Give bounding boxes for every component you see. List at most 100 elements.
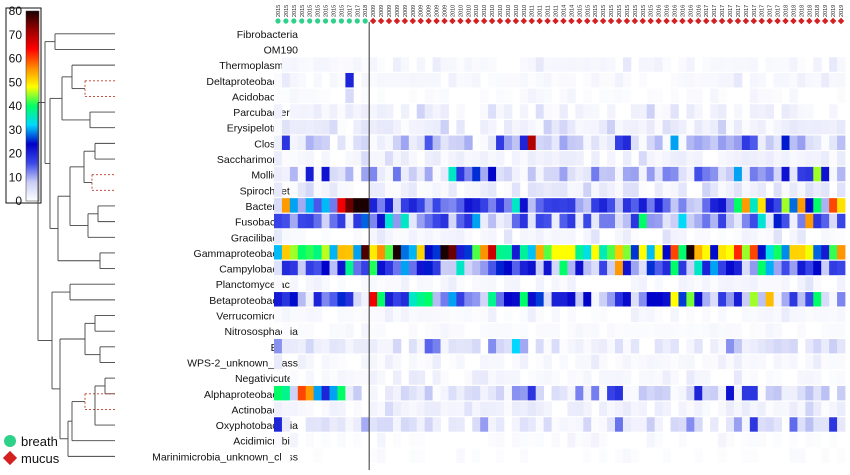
heatmap-cell <box>535 72 545 88</box>
sample-year-label: 2019 <box>839 5 845 17</box>
heatmap-cell <box>289 182 299 197</box>
heatmap-cell <box>385 119 394 135</box>
heatmap-cell <box>464 401 473 417</box>
heatmap-cell <box>305 401 315 417</box>
heatmap-cell <box>686 370 695 385</box>
heatmap-cell <box>575 339 584 354</box>
heatmap-cell <box>797 417 806 432</box>
heatmap-cell <box>432 213 441 229</box>
heatmap-cell <box>694 88 703 104</box>
heatmap-cell <box>765 135 775 150</box>
heatmap-cell <box>821 448 830 463</box>
heatmap-cell <box>329 323 338 338</box>
heatmap-cell <box>274 401 283 417</box>
heatmap-cell <box>503 339 513 354</box>
sample-year-label: 2015 <box>331 5 337 17</box>
heatmap-cell <box>702 292 711 307</box>
heatmap-cell <box>337 401 346 417</box>
heatmap-cell <box>369 417 378 432</box>
heatmap-cell <box>305 323 315 338</box>
heatmap-cell <box>702 166 711 182</box>
heatmap-cell <box>575 354 584 370</box>
heatmap-cell <box>733 260 743 276</box>
heatmap-cell <box>321 166 330 182</box>
heatmap-cell <box>622 151 632 166</box>
heatmap-cell <box>591 213 600 229</box>
heatmap-cell <box>448 385 457 401</box>
sample-year-label: 2009 <box>403 5 409 17</box>
sample-header: 2015 2015 2015 2015 2015 2015 2015 2015 2015 2017… <box>275 5 845 25</box>
heatmap-cell <box>353 245 362 260</box>
heatmap-cell <box>837 292 846 307</box>
heatmap-cell <box>821 72 830 88</box>
heatmap-cell <box>496 354 505 370</box>
heatmap-cell <box>464 385 473 401</box>
heatmap-cell <box>615 292 624 307</box>
heatmap-cell <box>369 72 378 88</box>
heatmap-cell <box>837 323 846 338</box>
heatmap-cell <box>622 198 632 213</box>
heatmap-cell <box>392 213 402 229</box>
heatmap-cell <box>654 276 663 291</box>
heatmap-cell <box>741 370 751 385</box>
heatmap-cell <box>400 401 410 417</box>
heatmap-cell <box>726 245 735 260</box>
heatmap-cell <box>654 401 663 417</box>
heatmap-cell <box>829 166 838 182</box>
heatmap-cell <box>765 57 775 72</box>
heatmap-cell <box>583 370 592 385</box>
mucus-sample-marker <box>671 17 678 25</box>
heatmap-cell <box>686 151 695 166</box>
heatmap-cell <box>472 276 481 291</box>
heatmap-cell <box>662 370 671 385</box>
heatmap-cell <box>622 245 632 260</box>
heatmap-cell <box>337 417 346 432</box>
heatmap-cell <box>718 260 727 276</box>
heatmap-cell <box>567 370 576 385</box>
heatmap-cell <box>638 151 648 166</box>
heatmap-cell <box>289 88 299 104</box>
heatmap-cell <box>408 307 418 323</box>
heatmap-cell <box>797 276 806 291</box>
heatmap-cell <box>321 339 330 354</box>
sample-year-label: 2018 <box>363 5 369 17</box>
heatmap-cell <box>543 292 552 307</box>
heatmap-cell <box>718 72 727 88</box>
heatmap-cell <box>797 307 806 323</box>
heatmap-cell <box>551 119 560 135</box>
heatmap-cell <box>281 292 291 307</box>
heatmap-cell <box>773 323 782 338</box>
heatmap-cell <box>313 385 322 401</box>
heatmap-cell <box>797 135 806 150</box>
heatmap-cell <box>392 385 402 401</box>
heatmap-cell <box>773 370 782 385</box>
heatmap-cell <box>281 151 291 166</box>
sample-year-label: 2017 <box>712 5 718 17</box>
heatmap-cell <box>305 166 315 182</box>
heatmap-cell <box>377 151 386 166</box>
heatmap-cell <box>599 354 608 370</box>
heatmap-cell <box>622 339 632 354</box>
heatmap-cell <box>718 323 727 338</box>
heatmap-cell <box>480 401 489 417</box>
heatmap-cell <box>678 72 687 88</box>
colorbar-tick-label: 50 <box>9 75 23 89</box>
heatmap-cell <box>821 260 830 276</box>
heatmap-cell <box>837 182 846 197</box>
heatmap-cell <box>503 245 513 260</box>
heatmap-cell <box>543 245 552 260</box>
sample-year-label: 2017 <box>704 5 710 17</box>
heatmap-cell <box>385 292 394 307</box>
heatmap-cell <box>654 151 663 166</box>
heatmap-cell <box>369 104 378 119</box>
mucus-sample-marker <box>758 17 765 25</box>
heatmap-cell <box>369 401 378 417</box>
heatmap-cell <box>741 354 751 370</box>
heatmap-cell <box>591 198 600 213</box>
heatmap-cell <box>622 370 632 385</box>
heatmap-cell <box>678 182 687 197</box>
heatmap-cell <box>361 260 370 276</box>
heatmap-cell <box>567 229 576 244</box>
heatmap-cell <box>519 323 529 338</box>
heatmap-cell <box>464 292 473 307</box>
